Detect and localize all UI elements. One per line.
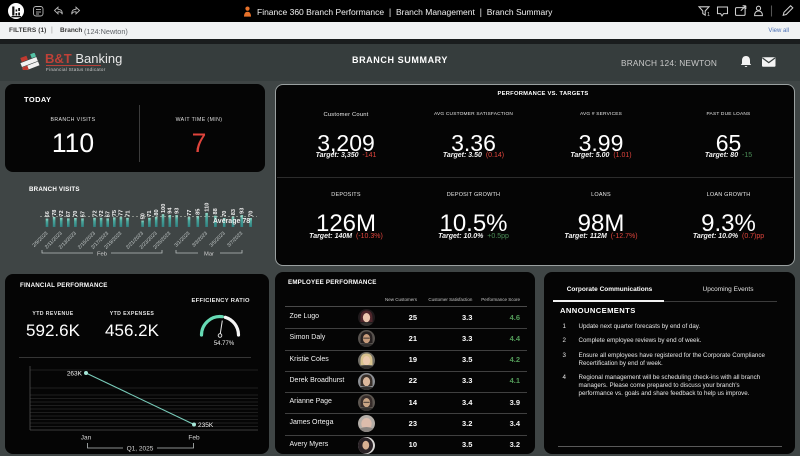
svg-text:72: 72 xyxy=(92,210,98,216)
svg-text:94: 94 xyxy=(168,207,174,214)
svg-text:72: 72 xyxy=(99,210,105,216)
svg-text:72: 72 xyxy=(59,210,65,216)
svg-text:75: 75 xyxy=(112,210,118,216)
svg-text:93: 93 xyxy=(174,208,180,214)
svg-text:Jan: Jan xyxy=(81,435,92,442)
svg-text:80: 80 xyxy=(154,209,160,215)
svg-text:3/1/2023: 3/1/2023 xyxy=(173,231,191,249)
svg-text:67: 67 xyxy=(80,211,86,217)
svg-text:66: 66 xyxy=(45,211,51,217)
svg-text:83: 83 xyxy=(231,209,237,215)
svg-text:67: 67 xyxy=(106,211,112,217)
svg-text:85: 85 xyxy=(196,209,202,215)
svg-text:Feb: Feb xyxy=(97,252,107,258)
svg-text:263K: 263K xyxy=(67,371,83,378)
svg-text:77: 77 xyxy=(119,210,125,216)
svg-text:71: 71 xyxy=(125,210,131,216)
svg-text:235K: 235K xyxy=(198,422,214,429)
svg-text:70: 70 xyxy=(248,211,254,217)
svg-text:70: 70 xyxy=(73,211,79,217)
svg-text:3/7/2023: 3/7/2023 xyxy=(226,231,244,249)
svg-text:Q1, 2025: Q1, 2025 xyxy=(127,446,154,453)
svg-text:70: 70 xyxy=(222,211,228,217)
svg-text:Mar: Mar xyxy=(204,252,214,258)
svg-text:3/3/2023: 3/3/2023 xyxy=(191,231,209,249)
svg-text:67: 67 xyxy=(66,211,72,217)
svg-text:Feb: Feb xyxy=(188,435,200,442)
svg-text:78: 78 xyxy=(52,210,58,216)
svg-text:3/5/2023: 3/5/2023 xyxy=(209,231,227,249)
svg-text:110: 110 xyxy=(204,203,210,212)
svg-text:71: 71 xyxy=(147,210,153,216)
svg-text:Average 78: Average 78 xyxy=(213,218,250,225)
svg-text:77: 77 xyxy=(187,210,193,216)
svg-text:93: 93 xyxy=(240,208,246,214)
svg-text:1: 1 xyxy=(707,12,710,18)
svg-text:50: 50 xyxy=(140,213,146,219)
svg-text:88: 88 xyxy=(213,208,219,214)
svg-text:100: 100 xyxy=(161,204,167,213)
